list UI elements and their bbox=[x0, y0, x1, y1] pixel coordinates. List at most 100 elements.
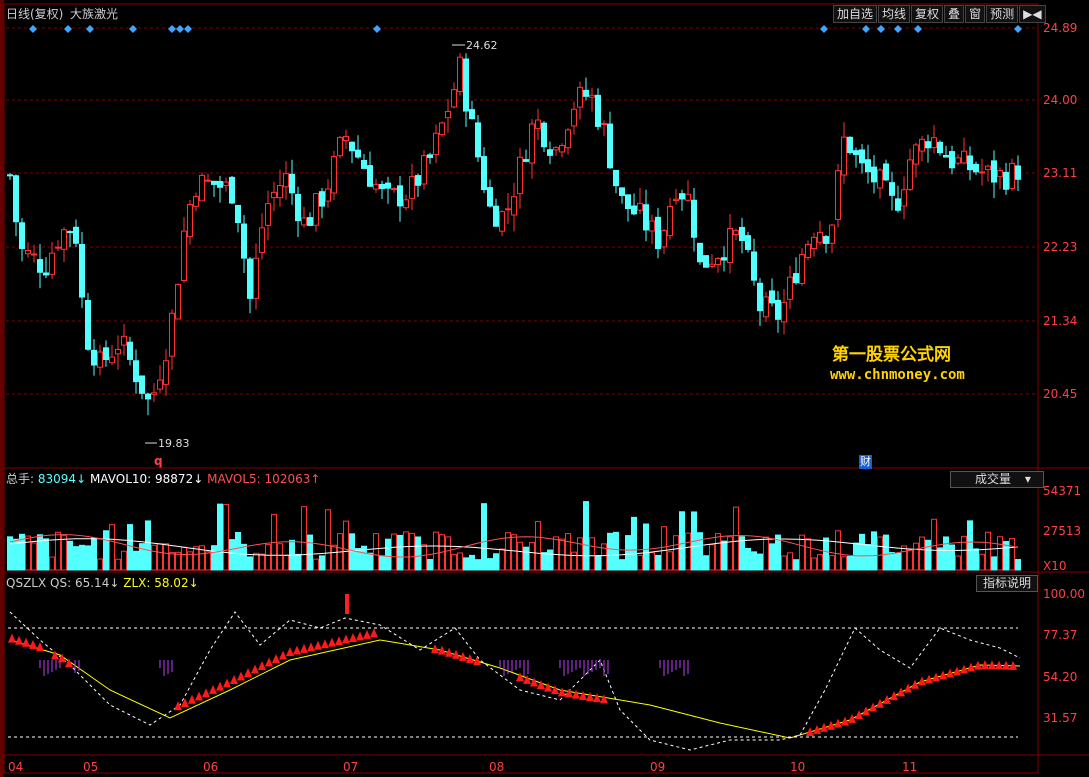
candle-body bbox=[139, 375, 145, 394]
buy-signal-triangle-icon bbox=[36, 642, 44, 651]
volume-bar bbox=[577, 537, 583, 571]
candle-body bbox=[973, 163, 979, 173]
volume-bar bbox=[451, 553, 457, 571]
signal-diamond-icon bbox=[29, 25, 37, 33]
volume-bar bbox=[187, 551, 193, 571]
candle-body bbox=[169, 312, 175, 357]
volume-bar bbox=[727, 536, 733, 571]
volume-bar bbox=[295, 553, 301, 571]
candle-body bbox=[103, 347, 109, 360]
candle-body bbox=[997, 169, 1003, 178]
finance-marker[interactable]: 财 bbox=[859, 455, 872, 469]
candle-body bbox=[463, 58, 469, 112]
volume-bar bbox=[379, 555, 385, 571]
volume-bar bbox=[73, 546, 79, 571]
volume-bar bbox=[397, 534, 403, 571]
volume-bar bbox=[43, 538, 49, 571]
candle-body bbox=[835, 170, 841, 220]
buy-signal-triangle-icon bbox=[516, 672, 524, 682]
candle-body bbox=[397, 185, 403, 207]
volume-bar bbox=[787, 552, 793, 571]
volume-bar bbox=[853, 542, 859, 571]
buy-signal-triangle-icon bbox=[806, 727, 814, 736]
candle-body bbox=[481, 156, 487, 191]
candle-body bbox=[505, 208, 511, 211]
volume-bar bbox=[217, 503, 223, 571]
buy-signal-triangle-icon bbox=[848, 713, 856, 723]
volume-bar bbox=[637, 554, 643, 571]
overlay-button[interactable]: 叠 bbox=[944, 5, 965, 23]
restore-rights-button[interactable]: 复权 bbox=[911, 5, 944, 23]
candle-body bbox=[31, 253, 37, 256]
candle-body bbox=[889, 182, 895, 196]
candle-body bbox=[847, 136, 853, 154]
volume-bar bbox=[871, 531, 877, 571]
candle-body bbox=[211, 180, 217, 185]
candle-body bbox=[757, 282, 763, 312]
candle-body bbox=[145, 393, 151, 400]
volume-bar bbox=[655, 554, 661, 571]
moving-average-button[interactable]: 均线 bbox=[878, 5, 911, 23]
volume-bar bbox=[325, 509, 331, 571]
candle-body bbox=[961, 150, 967, 164]
buy-signal-triangle-icon bbox=[452, 649, 460, 659]
candle-body bbox=[673, 198, 679, 202]
candle-body bbox=[859, 149, 865, 164]
candle-body bbox=[517, 156, 523, 195]
volume-bar bbox=[613, 531, 619, 571]
candle-body bbox=[955, 157, 961, 164]
volume-bar bbox=[991, 556, 997, 571]
volume-bar bbox=[937, 547, 943, 571]
low-price-label: 19.83 bbox=[158, 437, 190, 450]
signal-diamond-icon bbox=[129, 25, 137, 33]
volume-tick-2: 27513 bbox=[1043, 524, 1082, 538]
buy-signal-triangle-icon bbox=[572, 689, 580, 699]
nav-arrows-icon[interactable]: ▶◀ bbox=[1019, 5, 1046, 23]
volume-bar bbox=[775, 534, 781, 571]
buy-signal-triangle-icon bbox=[565, 688, 573, 698]
volume-bar bbox=[805, 538, 811, 571]
buy-signal-triangle-icon bbox=[869, 702, 877, 712]
candle-body bbox=[649, 220, 655, 232]
buy-signal-triangle-icon bbox=[328, 637, 336, 647]
volume-bar bbox=[589, 537, 595, 571]
volume-bar bbox=[1015, 559, 1021, 571]
signal-diamond-icon bbox=[168, 25, 176, 33]
volume-bar bbox=[529, 542, 535, 571]
candle-body bbox=[781, 301, 787, 323]
volume-bar bbox=[793, 559, 799, 571]
window-button[interactable]: 窗 bbox=[965, 5, 986, 23]
volume-bar bbox=[247, 556, 253, 571]
buy-signal-triangle-icon bbox=[855, 710, 863, 720]
buy-signal-triangle-icon bbox=[51, 650, 59, 660]
volume-bar bbox=[619, 559, 625, 571]
candle-body bbox=[571, 108, 577, 127]
q-marker: q bbox=[154, 454, 163, 468]
candle-body bbox=[907, 159, 913, 190]
candle-body bbox=[121, 335, 127, 346]
candle-body bbox=[415, 175, 421, 186]
buy-signal-triangle-icon bbox=[174, 701, 182, 711]
candle-body bbox=[217, 180, 223, 188]
candle-body bbox=[235, 204, 241, 224]
volume-bar bbox=[361, 545, 367, 571]
candle-body bbox=[595, 94, 601, 127]
indicator-explain-button[interactable]: 指标说明 bbox=[976, 575, 1039, 592]
candle-body bbox=[43, 272, 49, 276]
zlx-line bbox=[9, 639, 1021, 739]
buy-signal-triangle-icon bbox=[537, 680, 545, 690]
buy-signal-triangle-icon bbox=[244, 668, 252, 677]
forecast-button[interactable]: 预测 bbox=[986, 5, 1019, 23]
buy-signal-triangle-icon bbox=[265, 657, 273, 667]
volume-bar bbox=[145, 520, 151, 571]
date-label-06: 06 bbox=[203, 760, 219, 774]
candle-body bbox=[871, 166, 877, 183]
buy-signal-triangle-icon bbox=[466, 654, 474, 663]
mavol5-value: 102063 bbox=[264, 472, 311, 486]
volume-indicator-dropdown[interactable]: 成交量 ▾ bbox=[950, 471, 1044, 488]
volume-bar bbox=[757, 553, 763, 571]
volume-bar bbox=[547, 549, 553, 571]
add-watchlist-button[interactable]: 加自选 bbox=[833, 5, 878, 23]
candle-body bbox=[553, 147, 559, 151]
